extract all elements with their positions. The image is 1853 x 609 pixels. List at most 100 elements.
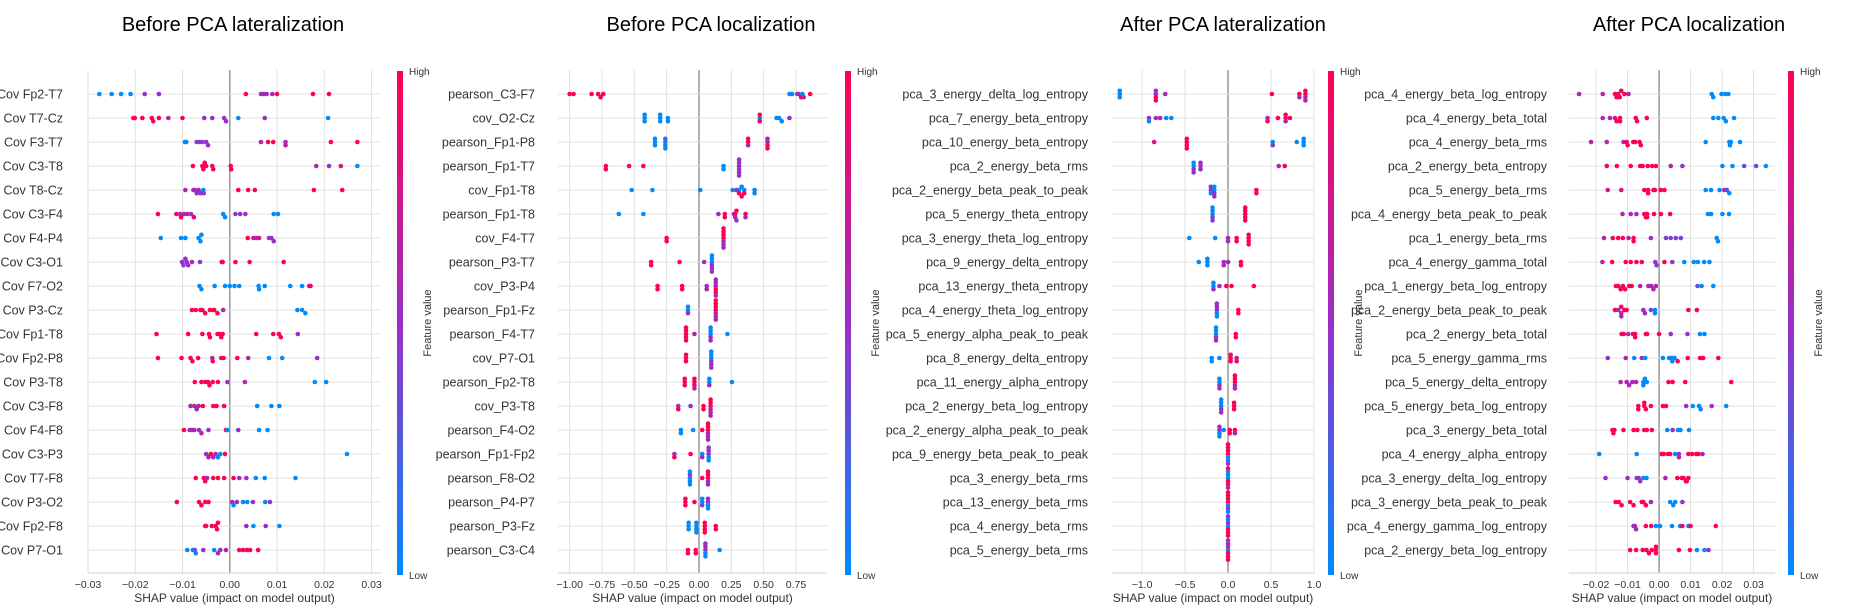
shap-point <box>1232 427 1238 433</box>
shap-point <box>701 259 707 265</box>
shap-point <box>1653 523 1659 529</box>
shap-point <box>195 355 201 361</box>
shap-point <box>206 454 211 460</box>
shap-point <box>188 403 193 409</box>
feature-label: pca_4_energy_theta_log_entropy <box>902 304 1089 318</box>
shap-point <box>256 427 262 433</box>
shap-point <box>765 142 770 148</box>
shap-point <box>1191 166 1196 172</box>
shap-point <box>1680 163 1685 169</box>
shap-point <box>247 259 252 265</box>
shap-point <box>1731 115 1737 121</box>
shap-point <box>1221 259 1227 265</box>
shap-point <box>682 376 688 382</box>
shap-point <box>1187 235 1192 241</box>
shap-point <box>1205 256 1210 262</box>
shap-point <box>708 410 713 415</box>
shap-point <box>275 211 281 217</box>
feature-label: Cov Fp1-T8 <box>0 328 63 342</box>
shap-point <box>1618 314 1624 319</box>
shap-point <box>1611 430 1616 436</box>
x-tick-label: 0.01 <box>1680 579 1701 591</box>
shap-point <box>1676 451 1682 457</box>
shap-point <box>779 118 785 124</box>
shap-point <box>184 211 190 217</box>
feature-label: pca_3_energy_delta_log_entropy <box>902 88 1088 102</box>
shap-point <box>1251 283 1257 289</box>
shap-point <box>650 187 655 193</box>
shap-point <box>1242 208 1248 214</box>
shap-point <box>210 475 216 481</box>
shap-point <box>699 475 705 481</box>
shap-point <box>1225 454 1231 460</box>
shap-point <box>223 547 229 553</box>
feature-label: Cov C3-P3 <box>2 448 63 462</box>
shap-point <box>253 475 259 481</box>
shap-point <box>683 352 689 358</box>
shap-point <box>1225 550 1231 556</box>
shap-point <box>1225 469 1231 474</box>
shap-point <box>693 547 699 553</box>
shap-point <box>642 118 647 124</box>
shap-point <box>702 520 708 526</box>
shap-point <box>181 211 187 217</box>
shap-point <box>1213 334 1219 340</box>
shap-point <box>355 163 360 169</box>
shap-point <box>687 469 693 474</box>
x-tick-label: −0.01 <box>169 579 196 591</box>
shap-point <box>1232 376 1238 382</box>
shap-point <box>205 142 211 148</box>
shap-point <box>1626 382 1632 388</box>
feature-label: Cov P3-O2 <box>1 496 63 510</box>
feature-label: pca_4_energy_beta_rms <box>950 520 1088 534</box>
shap-point <box>1721 115 1726 121</box>
feature-label: pearson_Fp1-Fz <box>443 304 535 318</box>
shap-point <box>1211 184 1217 190</box>
shap-point <box>1214 304 1220 310</box>
shap-point <box>1225 538 1231 543</box>
shap-point <box>713 280 719 286</box>
shap-point <box>189 259 195 265</box>
shap-point <box>199 286 204 292</box>
shap-point <box>166 115 171 121</box>
shap-point <box>648 259 654 265</box>
shap-point <box>1685 331 1690 337</box>
x-tick-label: −0.01 <box>1614 579 1641 591</box>
shap-point <box>1624 379 1629 385</box>
x-tick-label: −0.03 <box>75 579 102 591</box>
shap-point <box>355 139 360 145</box>
shap-point <box>1605 187 1611 193</box>
shap-point <box>1208 187 1214 193</box>
shap-point <box>1633 526 1639 532</box>
shap-point <box>683 331 689 337</box>
feature-value-colorbar <box>845 71 851 575</box>
shap-point <box>687 475 693 481</box>
shap-point <box>1648 283 1654 289</box>
feature-label: Cov F4-F8 <box>4 424 63 438</box>
shap-point <box>1675 475 1680 481</box>
shap-point <box>215 379 221 385</box>
feature-label: cov_P3-P4 <box>474 280 535 294</box>
feature-label: Cov Fp2-T7 <box>0 88 63 102</box>
shap-point <box>1658 211 1664 217</box>
shap-point <box>202 310 208 316</box>
colorbar-low-label: Low <box>409 571 428 582</box>
shap-point <box>692 379 697 385</box>
shap-point <box>142 91 148 97</box>
shap-point <box>1225 523 1231 529</box>
feature-label: Cov F7-O2 <box>2 280 63 294</box>
shap-point <box>1720 163 1725 169</box>
panel-2: −1.00 −0.75 −0.50 −0.25 0.00 0.25 0.50 0.75SHAP… <box>436 67 882 605</box>
shap-point <box>201 115 207 121</box>
shap-point <box>220 331 225 337</box>
shap-point <box>1670 259 1675 265</box>
shap-point <box>240 547 246 553</box>
shap-point <box>1242 205 1248 210</box>
shap-point <box>722 211 728 217</box>
shap-point <box>1153 88 1159 94</box>
shap-point <box>1618 187 1624 193</box>
shap-point <box>243 211 248 217</box>
shap-point <box>1700 355 1706 361</box>
shap-point <box>1283 118 1288 124</box>
shap-point <box>326 163 332 169</box>
